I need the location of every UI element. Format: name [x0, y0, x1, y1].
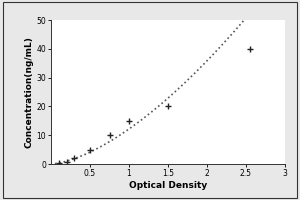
X-axis label: Optical Density: Optical Density — [129, 181, 207, 190]
Y-axis label: Concentration(ng/mL): Concentration(ng/mL) — [25, 36, 34, 148]
